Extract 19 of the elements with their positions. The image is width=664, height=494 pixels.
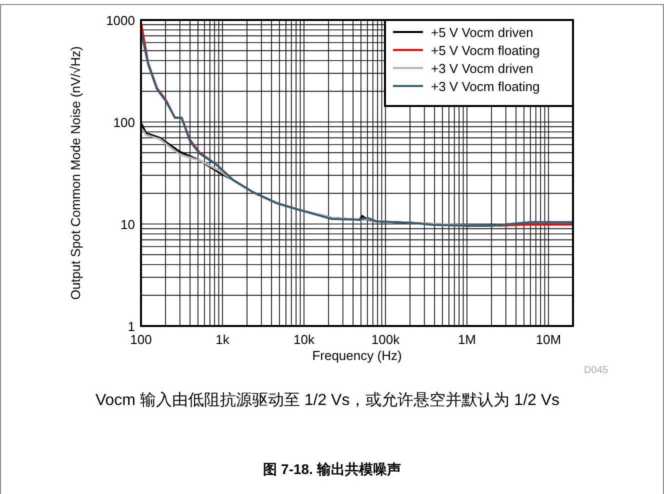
x-tick-label: 100k (371, 332, 400, 347)
x-tick-label: 100 (130, 332, 152, 347)
text: Vocm 输入由低阻抗源驱动至 1/2 Vs，或允许悬空并默认为 1/2 Vs (94, 390, 561, 411)
legend-label: +3 V Vocm floating (431, 79, 540, 94)
y-tick-label: 100 (113, 115, 135, 130)
x-tick-label: 10M (536, 332, 562, 347)
x-tick-label: 10k (294, 332, 315, 347)
y-tick-label: 1000 (106, 13, 135, 28)
text: D045 (584, 365, 608, 376)
y-axis-title: Output Spot Common Mode Noise (nV/√Hz) (68, 46, 83, 300)
y-tick-label: 10 (120, 217, 135, 232)
y-tick-label: 1 (128, 319, 135, 334)
legend-label: +3 V Vocm driven (431, 61, 534, 76)
legend-label: +5 V Vocm driven (431, 25, 534, 40)
x-axis-title: Frequency (Hz) (312, 348, 402, 363)
text: 图 7-18. 输出共模噪声 (263, 461, 401, 477)
x-tick-label: 1k (216, 332, 230, 347)
legend-label: +5 V Vocm floating (431, 43, 540, 58)
x-tick-label: 1M (458, 332, 476, 347)
